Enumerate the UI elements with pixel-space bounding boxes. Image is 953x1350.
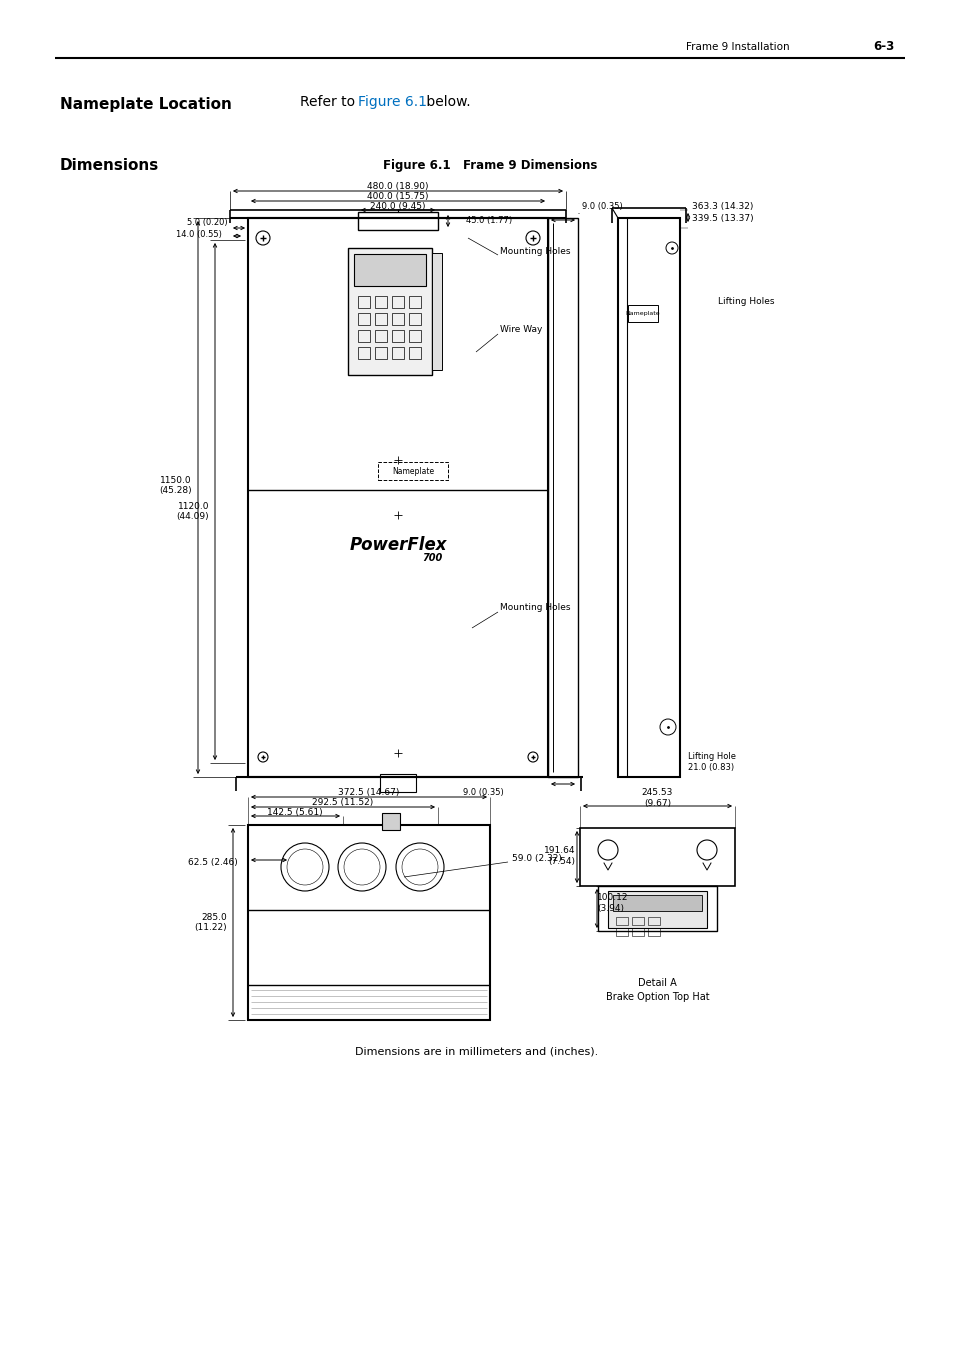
Bar [381,813,399,830]
Text: 14.0 (0.55): 14.0 (0.55) [176,230,222,239]
Bar [607,891,706,927]
Text: 339.5 (13.37): 339.5 (13.37) [691,215,753,224]
Bar [357,329,370,342]
Text: Refer to: Refer to [299,95,359,109]
Bar [375,296,387,308]
Bar [432,252,441,370]
Bar [357,313,370,325]
Text: Frame 9 Installation: Frame 9 Installation [685,42,789,53]
Text: 100.12
(3.94): 100.12 (3.94) [597,894,628,913]
Text: 59.0 (2.32): 59.0 (2.32) [512,853,561,863]
Bar [631,927,643,936]
Bar [409,296,420,308]
Text: Nameplate: Nameplate [392,467,434,475]
Bar [409,329,420,342]
Bar [375,313,387,325]
Bar [392,329,403,342]
Bar [357,212,437,230]
Text: 45.0 (1.77): 45.0 (1.77) [465,216,512,225]
Bar [547,217,578,778]
Text: 400.0 (15.75): 400.0 (15.75) [367,193,428,201]
Text: Lifting Holes: Lifting Holes [718,297,774,306]
Text: 9.0 (0.35): 9.0 (0.35) [581,202,622,212]
Bar [616,917,627,925]
Bar [409,313,420,325]
Text: PowerFlex: PowerFlex [349,536,446,554]
Bar [379,774,416,792]
Text: 62.5 (2.46): 62.5 (2.46) [188,859,237,868]
Bar [579,828,734,886]
Bar [616,927,627,936]
Text: Figure 6.1   Frame 9 Dimensions: Figure 6.1 Frame 9 Dimensions [382,158,597,171]
Text: 245.53
(9.67): 245.53 (9.67) [641,788,673,807]
Text: Brake Option Top Hat: Brake Option Top Hat [605,992,709,1002]
Bar [357,296,370,308]
Text: 142.5 (5.61): 142.5 (5.61) [267,807,322,817]
Bar [348,248,432,375]
Bar [618,217,679,778]
Bar [248,825,490,1021]
Text: Detail A: Detail A [638,977,677,988]
Text: 372.5 (14.67): 372.5 (14.67) [338,787,399,796]
Text: Mounting Holes: Mounting Holes [499,603,570,613]
Bar [354,254,426,286]
Text: 363.3 (14.32): 363.3 (14.32) [691,202,753,212]
Text: 1150.0
(45.28): 1150.0 (45.28) [159,475,192,495]
Text: Dimensions: Dimensions [60,158,159,173]
Text: below.: below. [421,95,470,109]
Text: 5.0 (0.20): 5.0 (0.20) [187,219,228,228]
Bar [613,895,701,911]
Bar [647,917,659,925]
Bar [392,347,403,359]
Bar [409,347,420,359]
Text: Mounting Holes: Mounting Holes [499,247,570,256]
Text: Nameplate: Nameplate [625,310,659,316]
Bar [647,927,659,936]
Text: 240.0 (9.45): 240.0 (9.45) [370,201,425,211]
Text: Lifting Hole
21.0 (0.83): Lifting Hole 21.0 (0.83) [687,752,735,772]
Text: 700: 700 [421,554,441,563]
Text: Figure 6.1: Figure 6.1 [357,95,427,109]
Text: Wire Way: Wire Way [499,325,542,335]
Text: 285.0
(11.22): 285.0 (11.22) [194,913,227,933]
Bar [377,462,448,481]
Text: 191.64
(7.54): 191.64 (7.54) [543,846,575,865]
Bar [375,347,387,359]
Text: 480.0 (18.90): 480.0 (18.90) [367,181,428,190]
Bar [631,917,643,925]
Bar [598,886,717,931]
Bar [627,305,658,323]
Bar [375,329,387,342]
Text: Nameplate Location: Nameplate Location [60,97,232,112]
Text: 1120.0
(44.09): 1120.0 (44.09) [176,502,209,521]
Bar [392,296,403,308]
Bar [357,347,370,359]
Bar [248,217,547,778]
Text: Dimensions are in millimeters and (inches).: Dimensions are in millimeters and (inche… [355,1048,598,1057]
Text: 9.0 (0.35): 9.0 (0.35) [462,787,503,796]
Text: 6-3: 6-3 [873,40,894,54]
Bar [392,313,403,325]
Text: 292.5 (11.52): 292.5 (11.52) [312,798,374,807]
